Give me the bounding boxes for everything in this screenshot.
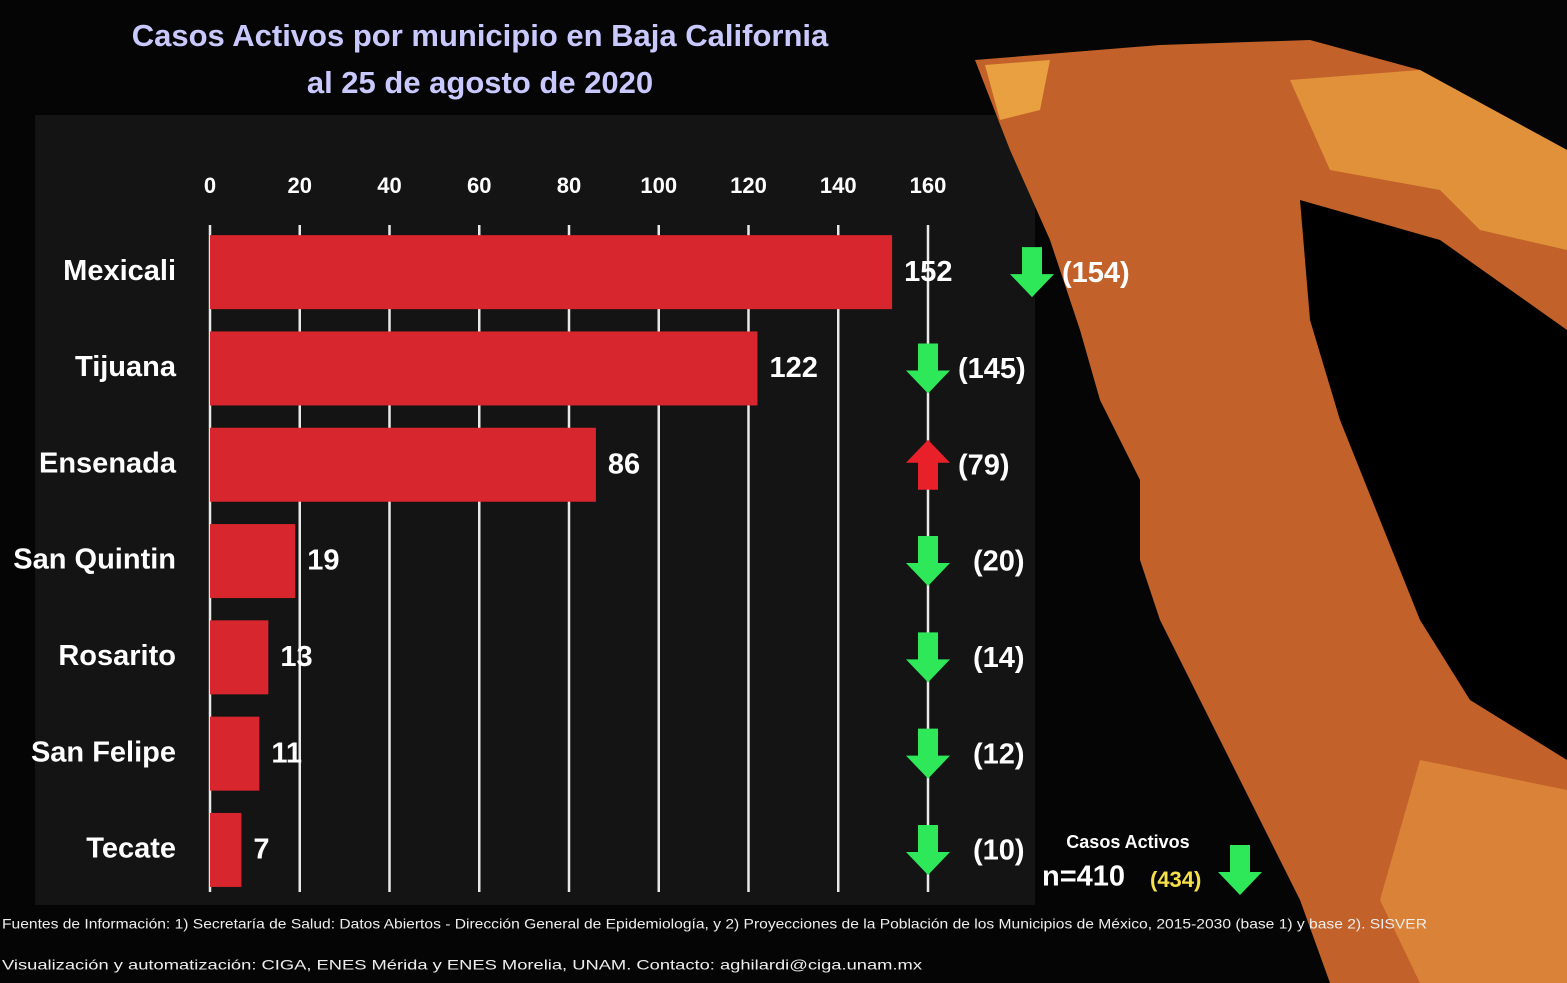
trend-arrow-down bbox=[906, 632, 950, 683]
chart-subtitle: al 25 de agosto de 2020 bbox=[307, 65, 653, 100]
x-tick-label: 20 bbox=[288, 173, 312, 198]
gulf bbox=[1300, 200, 1567, 760]
trend-arrow-down bbox=[906, 824, 950, 875]
y-tick-label: San Quintin bbox=[13, 544, 176, 576]
y-tick-label: Mexicali bbox=[63, 255, 176, 287]
trend-arrow-down bbox=[906, 536, 950, 587]
total-previous: (434) bbox=[1150, 867, 1201, 892]
x-tick-label: 160 bbox=[910, 173, 947, 198]
trend-arrow-down bbox=[906, 728, 950, 779]
x-tick-label: 140 bbox=[820, 173, 857, 198]
x-tick-label: 0 bbox=[204, 173, 216, 198]
map-region bbox=[1290, 70, 1567, 250]
footnote: Fuentes de Información: 1) Secretaría de… bbox=[2, 916, 1427, 932]
map-region bbox=[1380, 760, 1567, 983]
map-region bbox=[985, 60, 1050, 120]
x-tick-label: 40 bbox=[377, 173, 401, 198]
y-tick-label: Rosarito bbox=[58, 640, 176, 672]
previous-value-label: (12) bbox=[973, 738, 1025, 770]
value-label: 7 bbox=[253, 834, 269, 866]
total-value: n=410 bbox=[1042, 861, 1125, 893]
value-label: 11 bbox=[271, 737, 302, 769]
value-label: 13 bbox=[280, 641, 312, 673]
bar bbox=[210, 716, 260, 791]
screen-area bbox=[35, 115, 1035, 905]
previous-value-label: (154) bbox=[1062, 257, 1130, 289]
previous-value-label: (14) bbox=[973, 642, 1025, 674]
x-tick-label: 60 bbox=[467, 173, 491, 198]
value-label: 86 bbox=[608, 448, 640, 480]
trend-arrow-down bbox=[906, 343, 950, 394]
value-label: 122 bbox=[769, 352, 817, 384]
previous-value-label: (10) bbox=[973, 835, 1025, 867]
bar bbox=[210, 331, 758, 406]
chart-title: Casos Activos por municipio en Baja Cali… bbox=[132, 18, 829, 53]
bar bbox=[210, 812, 242, 887]
bar bbox=[210, 620, 269, 695]
total-label: Casos Activos bbox=[1066, 832, 1189, 852]
value-label: 152 bbox=[904, 256, 952, 288]
y-tick-label: Ensenada bbox=[39, 447, 177, 479]
map bbox=[975, 40, 1567, 983]
y-tick-label: Tecate bbox=[86, 833, 176, 865]
bar bbox=[210, 524, 296, 599]
x-tick-label: 100 bbox=[640, 173, 677, 198]
y-tick-label: Tijuana bbox=[75, 351, 177, 383]
previous-value-label: (20) bbox=[973, 546, 1025, 578]
footnote: Visualización y automatización: CIGA, EN… bbox=[2, 957, 922, 973]
trend-arrow-up bbox=[906, 439, 950, 490]
bar bbox=[210, 427, 596, 502]
trend-arrow-down bbox=[1010, 247, 1054, 298]
x-tick-label: 120 bbox=[730, 173, 767, 198]
trend-arrow-down bbox=[1218, 845, 1262, 895]
previous-value-label: (145) bbox=[958, 353, 1026, 385]
x-tick-label: 80 bbox=[557, 173, 581, 198]
value-label: 19 bbox=[307, 545, 339, 577]
bar bbox=[210, 235, 893, 310]
previous-value-label: (79) bbox=[958, 449, 1010, 481]
y-tick-label: San Felipe bbox=[31, 736, 176, 768]
